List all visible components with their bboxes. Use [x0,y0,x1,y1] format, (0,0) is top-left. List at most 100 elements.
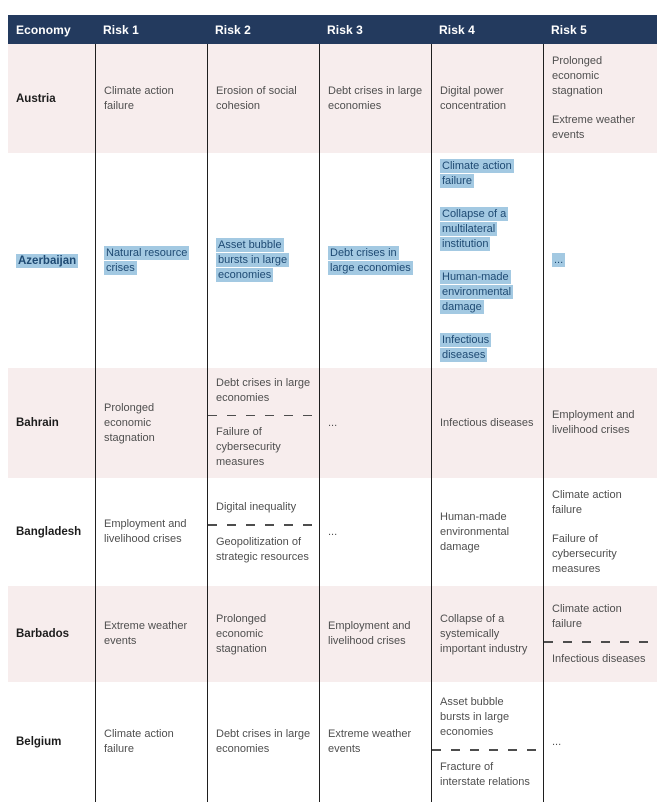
economy-label: Belgium [16,736,62,748]
table-row-bangladesh: Bangladesh Employment and livelihood cris… [8,478,657,586]
risk-cell: Climate action failure [95,682,207,802]
economy-risks-table: Economy Risk 1 Risk 2 Risk 3 Risk 4 Risk 5 Au… [8,15,657,802]
risk-item: Failure of cybersecurity measures [216,425,311,470]
risk-item-text: Erosion of social cohesion [216,84,297,112]
highlighted-text: Collapse of a multilateral institution [440,206,509,251]
highlighted-text: Natural resource crises [104,245,190,275]
risk-item: Digital inequality [216,500,311,515]
table-row-barbados: Barbados Extreme weather events Prolonged … [8,586,657,682]
column-header-risk-3: Risk 3 [327,22,363,37]
risk-item: Geopolitization of strategic resources [216,535,311,565]
economy-cell: Azerbaijan [8,153,95,368]
risk-cell: ... [319,478,431,586]
risk-item: Extreme weather events [104,619,199,649]
risk-cell: Employment and livelihood crises [543,368,656,478]
column-header-risk-4: Risk 4 [439,22,475,37]
highlighted-text: Climate action failure [440,158,514,188]
risk-cell: Collapse of a systemically important ind… [431,586,543,682]
risk-item: Collapse of a multilateral institution [440,206,535,252]
risk-item: ... [552,253,648,268]
highlighted-text: Asset bubble bursts in large economies [216,238,290,282]
risk-item: Employment and livelihood crises [104,517,199,547]
risk-item: Fracture of interstate relations [440,760,535,790]
economy-label: Austria [16,92,56,105]
risk-item: Employment and livelihood crises [552,408,648,438]
risk-item: Infectious diseases [552,652,648,667]
risk-item: ... [552,735,648,750]
table-row-bahrain: Bahrain Prolonged economic stagnation Debt… [8,368,657,478]
risk-item-text: Climate action failure [552,602,622,630]
risk-item-text: Prolonged economic stagnation [104,401,155,444]
risk-item-text: Debt crises in large economies [328,84,423,112]
risk-item: Infectious diseases [440,416,535,431]
risk-item: Failure of cybersecurity measures [552,532,648,577]
risk-cell: Climate action failure Failure of cyberse… [543,478,656,586]
risk-cell: Prolonged economic stagnation [207,586,319,682]
dashed-divider [208,523,319,526]
risk-cell: ... [319,368,431,478]
risk-item-text: Collapse of a systemically important ind… [440,612,528,655]
highlighted-text: Human-made environmental damage [440,269,514,314]
risk-cell: Climate action failure Infectious disease… [543,586,656,682]
risk-item: Climate action failure [552,488,648,518]
risk-item-text: ... [328,416,338,429]
risk-item-text: Fracture of interstate relations [440,760,530,788]
risk-cell: Erosion of social cohesion [207,44,319,153]
risk-item: ... [328,525,423,540]
risk-item: Climate action failure [552,602,648,632]
risk-item: Prolonged economic stagnation [216,612,311,657]
risk-item-text: ... [328,525,338,538]
risk-item-text: Climate action failure [104,84,174,112]
economy-cell: Austria [8,44,95,153]
table-body: Austria Climate action failure Erosion of … [8,44,657,802]
economy-label: Bangladesh [16,526,82,538]
economy-label: Bahrain [16,417,59,429]
risk-item-text: Employment and livelihood crises [552,409,635,436]
risk-item-text: Asset bubble bursts in large economies [440,695,510,738]
risk-cell: ... [543,153,656,368]
risk-cell: Asset bubble bursts in large economies Fr… [431,682,543,802]
risk-cell: Prolonged economic stagnation [95,368,207,478]
risk-item-text: Digital power concentration [440,84,507,112]
risk-cell: ... [543,682,656,802]
risk-cell: Employment and livelihood crises [95,478,207,586]
risk-item: Debt crises in large economies [328,84,423,114]
risk-item: Climate action failure [440,158,535,189]
risk-item: Erosion of social cohesion [216,84,311,114]
risk-cell: Human-made environmental damage [431,478,543,586]
risk-cell: Debt crises in large economies [319,153,431,368]
risk-cell: Asset bubble bursts in large economies [207,153,319,368]
risk-item-text: Human-made environmental damage [440,510,510,553]
risk-item-text: Infectious diseases [552,652,646,665]
risk-cell: Digital inequality Geopolitization of str… [207,478,319,586]
table-row-belgium: Belgium Climate action failure Debt crises… [8,682,657,802]
risk-item: Climate action failure [104,727,199,757]
risk-item: Human-made environmental damage [440,510,535,555]
risk-item-text: Digital inequality [216,500,297,513]
risk-item: Asset bubble bursts in large economies [216,238,311,283]
risk-item: Climate action failure [104,84,199,114]
risk-item: Human-made environmental damage [440,269,535,315]
economy-cell: Barbados [8,586,95,682]
risk-cell: Natural resource crises [95,153,207,368]
risk-item: Prolonged economic stagnation [552,54,648,99]
risk-item: Infectious diseases [440,332,535,363]
risk-item-text: Failure of cybersecurity measures [552,532,617,575]
dashed-divider [208,415,319,416]
risk-cell: Digital power concentration [431,44,543,153]
risk-item-text: Debt crises in large economies [216,377,311,404]
risk-item: Prolonged economic stagnation [104,401,199,446]
risk-item: Debt crises in large economies [216,376,311,406]
dashed-divider [432,748,543,751]
table-row-austria: Austria Climate action failure Erosion of … [8,44,657,153]
risk-cell: Employment and livelihood crises [319,586,431,682]
economy-cell: Belgium [8,682,95,802]
risk-item-text: Extreme weather events [328,728,412,755]
risk-item: Debt crises in large economies [328,245,423,276]
risk-cell: Extreme weather events [319,682,431,802]
column-header-risk-1: Risk 1 [103,22,139,37]
highlighted-text: Infectious diseases [440,332,492,362]
risk-item-text: Employment and livelihood crises [328,620,411,647]
risk-item: Asset bubble bursts in large economies [440,695,535,740]
